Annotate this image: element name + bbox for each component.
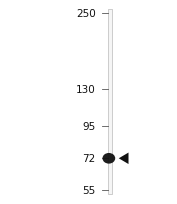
Text: 72: 72	[82, 154, 96, 163]
Text: 95: 95	[82, 121, 96, 131]
Bar	[108, 10, 112, 194]
Text: 250: 250	[76, 9, 96, 19]
Polygon shape	[119, 153, 129, 164]
Ellipse shape	[102, 153, 115, 164]
Text: 130: 130	[76, 85, 96, 95]
Text: 55: 55	[82, 185, 96, 195]
